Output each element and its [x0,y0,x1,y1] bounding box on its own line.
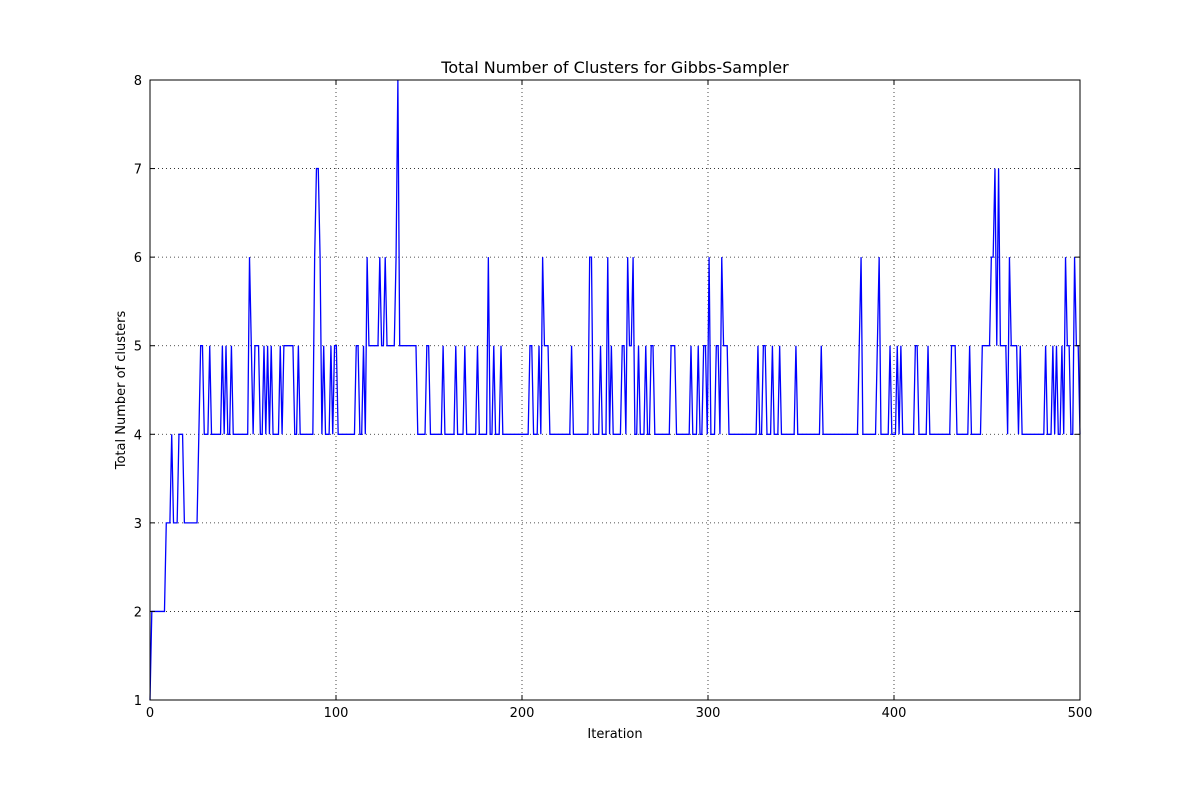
axis-ticks: 0 100 200 300 400 500 1 2 3 4 5 6 7 8 [134,74,1093,721]
y-tick-label: 3 [134,517,142,532]
x-tick-label: 500 [1068,706,1093,721]
x-tick-label: 200 [510,706,535,721]
series-line [149,79,1081,701]
y-tick-label: 6 [134,251,142,266]
y-tick-label: 4 [134,428,142,443]
x-tick-label: 400 [882,706,907,721]
series-layer [149,79,1081,701]
y-axis-label: Total Number of clusters [114,311,129,471]
y-tick-label: 7 [134,163,142,178]
y-tick-label: 5 [134,340,142,355]
grid-lines [150,80,1080,700]
y-tick-label: 1 [134,694,142,709]
y-tick-label: 8 [134,74,142,89]
x-tick-label: 0 [146,706,154,721]
chart-title: Total Number of Clusters for Gibbs-Sampl… [440,58,789,77]
x-axis-label: Iteration [587,727,642,742]
x-tick-label: 300 [696,706,721,721]
plot-frame [149,79,1081,701]
y-tick-label: 2 [134,605,142,620]
x-tick-label: 100 [324,706,349,721]
